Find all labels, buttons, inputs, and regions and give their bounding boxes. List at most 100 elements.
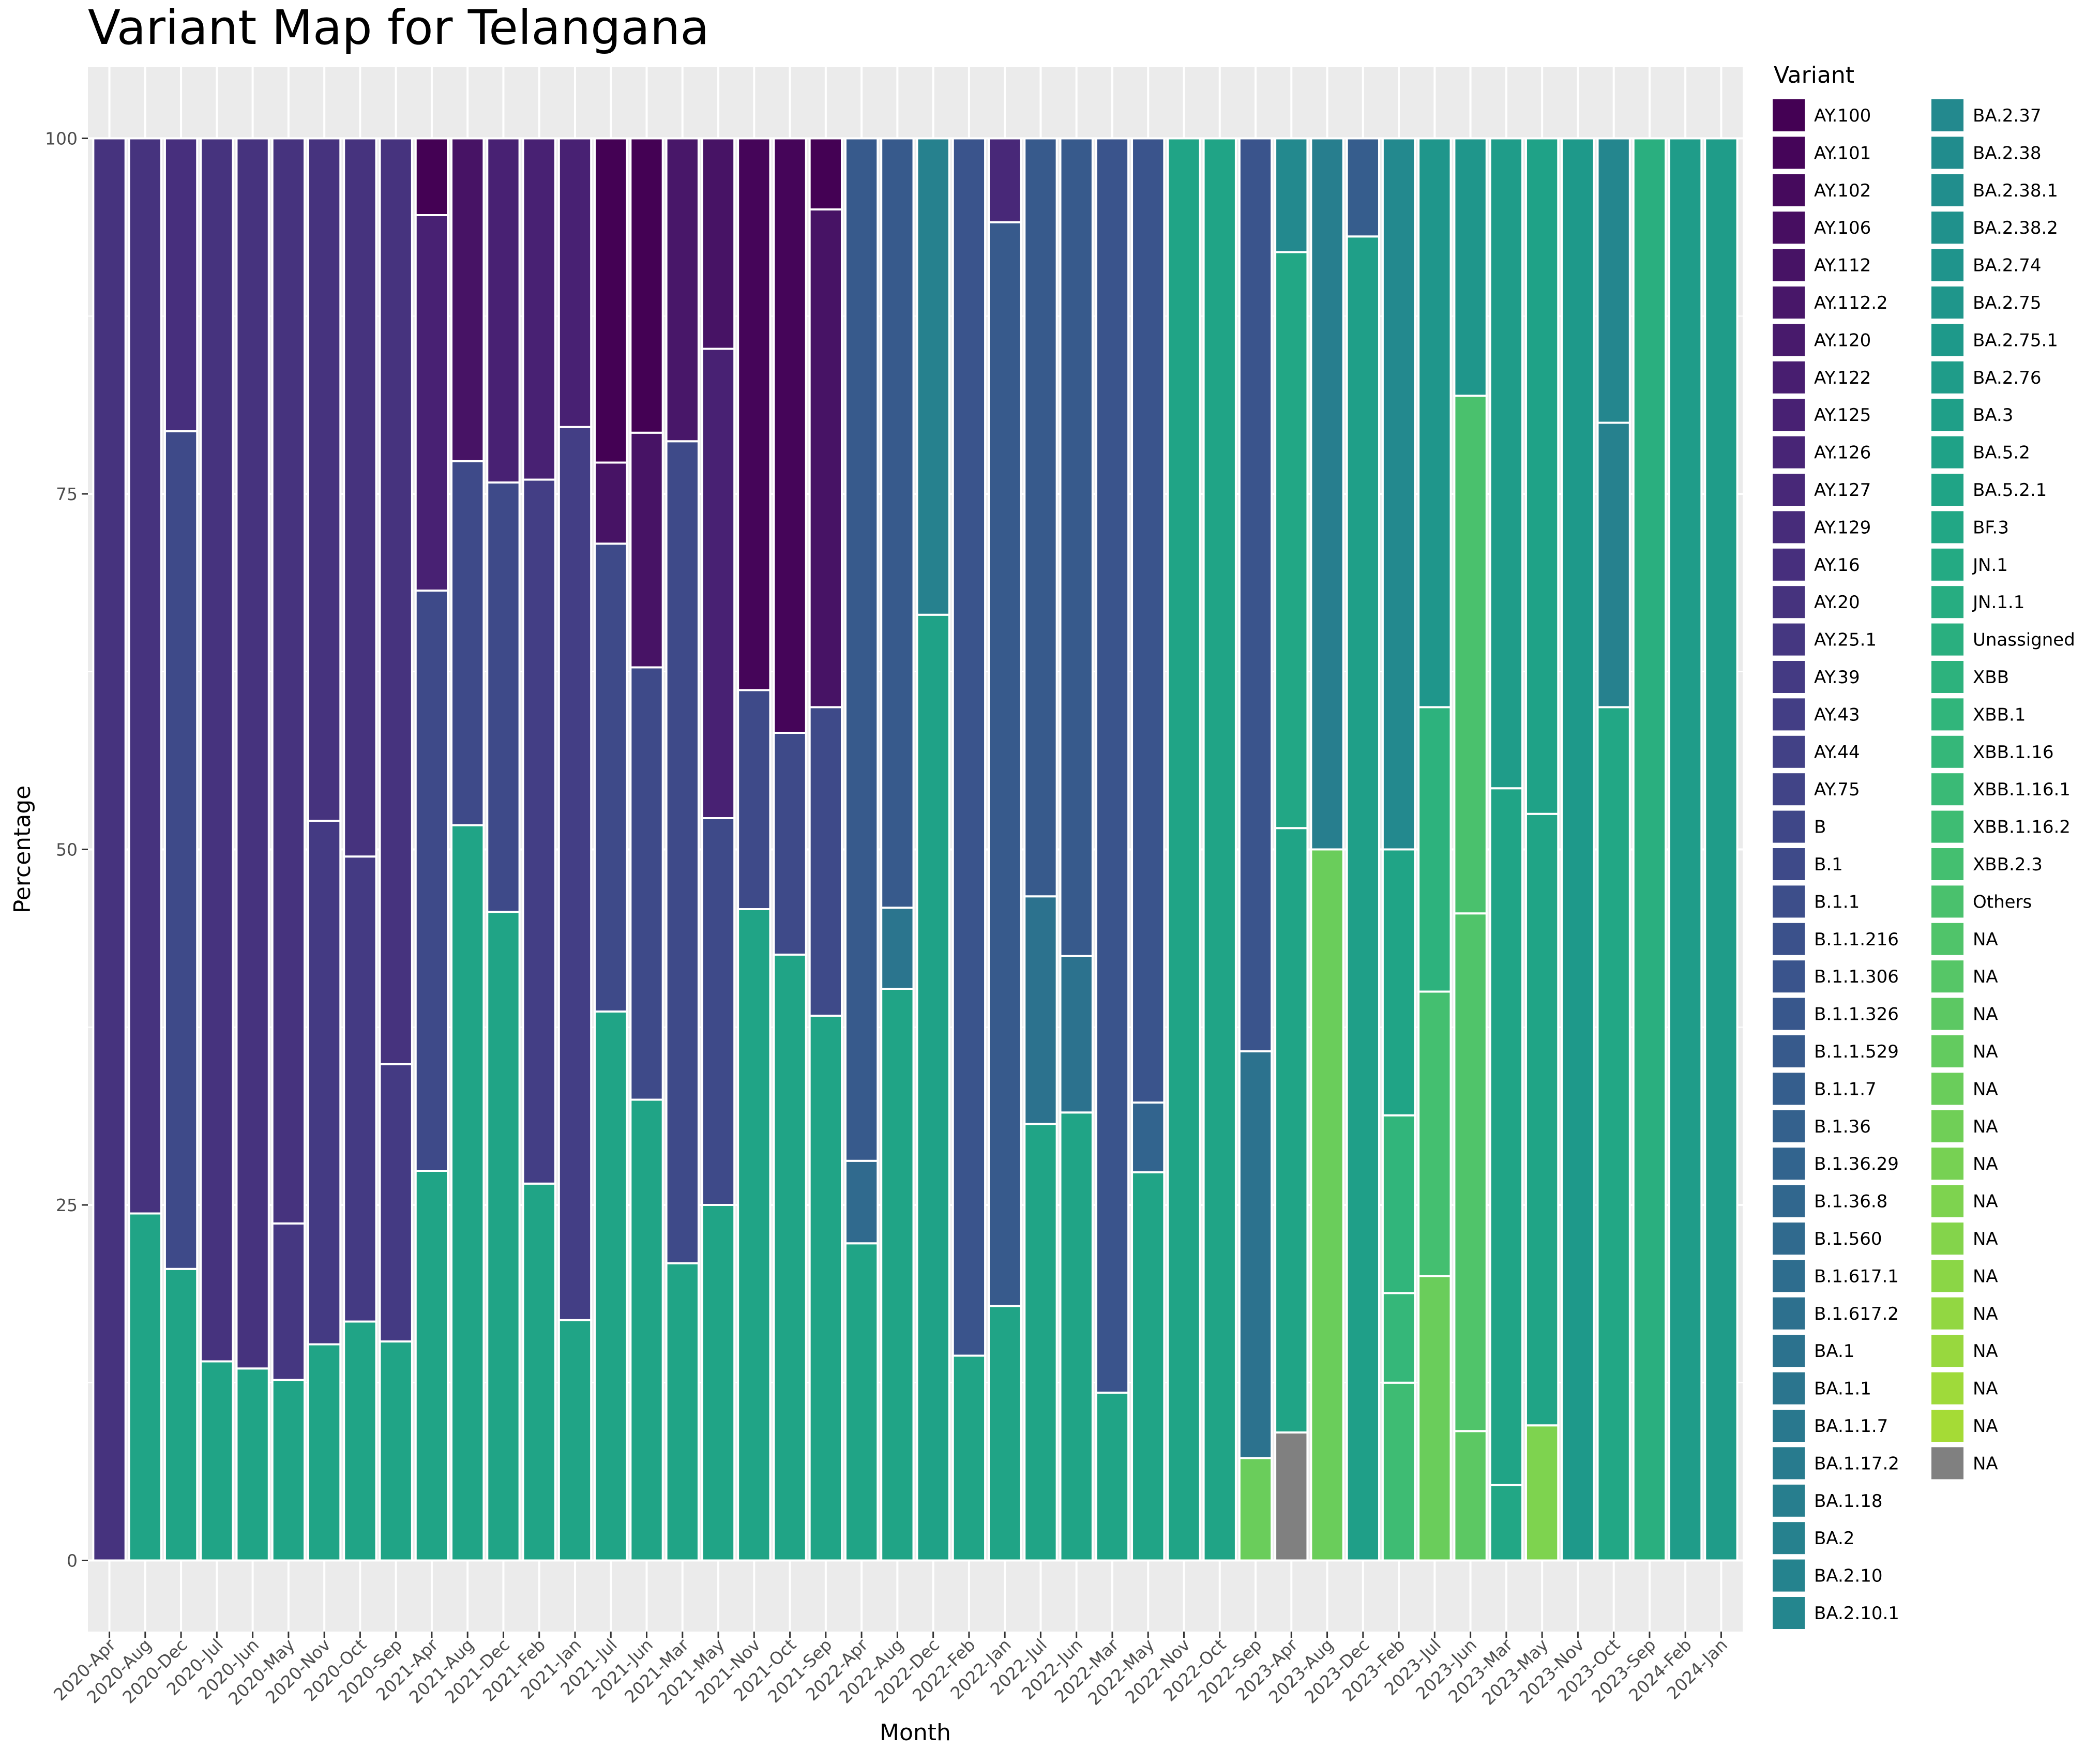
bar-segment bbox=[486, 481, 521, 913]
bar-segment bbox=[773, 954, 807, 1562]
legend-label: NA bbox=[1973, 1042, 1998, 1062]
legend-key bbox=[1931, 137, 1963, 169]
bar-segment bbox=[128, 137, 162, 1215]
legend-key bbox=[1931, 174, 1963, 206]
legend-key bbox=[1931, 99, 1963, 131]
bar-segment bbox=[163, 137, 199, 432]
bar-segment bbox=[450, 137, 485, 462]
bar-segment bbox=[1202, 137, 1237, 1562]
bar-segment bbox=[808, 208, 843, 708]
bar-segment bbox=[951, 137, 987, 1357]
legend-key bbox=[1931, 399, 1963, 431]
legend-label: B.1.36.29 bbox=[1814, 1154, 1899, 1174]
legend-label: NA bbox=[1973, 1266, 1998, 1287]
y-axis: 0 25 50 75 100 bbox=[45, 129, 88, 1571]
y-tick-label: 25 bbox=[56, 1195, 78, 1215]
legend-key bbox=[1773, 137, 1805, 169]
bar-segment bbox=[1524, 1424, 1560, 1562]
bar-segment bbox=[271, 1222, 306, 1381]
legend-label: B.1.617.1 bbox=[1814, 1266, 1899, 1287]
bar-segment bbox=[701, 1204, 736, 1562]
legend-label: BA.2.74 bbox=[1973, 255, 2042, 276]
bar-segment bbox=[987, 1305, 1022, 1562]
legend-label: BA.2.10.1 bbox=[1814, 1603, 1899, 1624]
bar-segment bbox=[343, 855, 377, 1323]
bar-segment bbox=[773, 137, 807, 734]
bar-segment bbox=[235, 137, 270, 1370]
bar-segment bbox=[1274, 827, 1309, 1434]
legend-key bbox=[1773, 661, 1805, 693]
bar-segment bbox=[629, 137, 664, 434]
bar-segment bbox=[808, 1015, 843, 1562]
legend-key bbox=[1931, 1447, 1963, 1480]
bar-segment bbox=[1381, 137, 1416, 851]
legend-key bbox=[1773, 324, 1805, 356]
legend-label: B.1.1.306 bbox=[1814, 967, 1899, 987]
legend-label: BA.2.76 bbox=[1973, 368, 2042, 388]
legend-label: AY.39 bbox=[1814, 667, 1860, 688]
bar-segment bbox=[1596, 421, 1631, 708]
bar-segment bbox=[737, 908, 772, 1562]
bar-segment bbox=[1023, 1123, 1058, 1562]
legend-label: BA.2.38.2 bbox=[1973, 218, 2058, 238]
legend-key bbox=[1931, 1073, 1963, 1105]
legend-key bbox=[1773, 773, 1805, 806]
legend-key bbox=[1773, 361, 1805, 394]
legend-key bbox=[1773, 399, 1805, 431]
bar-segment bbox=[773, 732, 807, 956]
bar-segment bbox=[1023, 895, 1058, 1125]
bar-segment bbox=[1417, 706, 1452, 993]
legend-label: NA bbox=[1973, 1191, 1998, 1212]
legend-label: BA.2 bbox=[1814, 1528, 1854, 1549]
legend-key bbox=[1773, 212, 1805, 244]
legend-label: NA bbox=[1973, 929, 1998, 950]
legend-key bbox=[1931, 1110, 1963, 1142]
legend-key bbox=[1931, 1372, 1963, 1405]
bar-segment bbox=[629, 666, 664, 1101]
legend: Variant AY.100 AY.101 AY.102 AY.106 AY.112 AY… bbox=[1773, 62, 2075, 1629]
legend-label: B.1.617.2 bbox=[1814, 1304, 1899, 1324]
bar-segment bbox=[1023, 137, 1058, 898]
legend-label: B.1.36.8 bbox=[1814, 1191, 1887, 1212]
legend-key bbox=[1773, 548, 1805, 581]
bar-segment bbox=[1274, 137, 1309, 253]
bar-segment bbox=[1131, 1102, 1166, 1173]
legend-key bbox=[1931, 361, 1963, 394]
legend-key bbox=[1931, 923, 1963, 955]
bar-segment bbox=[665, 1262, 700, 1562]
legend-label: NA bbox=[1973, 1341, 1998, 1362]
legend-label: B bbox=[1814, 817, 1826, 838]
bar-segment bbox=[486, 137, 521, 484]
y-tick-label: 50 bbox=[56, 840, 78, 860]
legend-key bbox=[1931, 998, 1963, 1030]
y-axis-title: Percentage bbox=[9, 786, 36, 914]
bar-segment bbox=[557, 137, 593, 428]
legend-key bbox=[1773, 1335, 1805, 1367]
bar-segment bbox=[522, 137, 556, 481]
legend-key bbox=[1773, 1260, 1805, 1292]
legend-key bbox=[1773, 1447, 1805, 1480]
bar-segment bbox=[1381, 1381, 1416, 1562]
bar-segment bbox=[844, 137, 879, 1162]
bar-segment bbox=[1095, 1392, 1130, 1562]
chart-title: Variant Map for Telangana bbox=[88, 0, 709, 55]
legend-label: AY.112.2 bbox=[1814, 293, 1888, 313]
legend-label: B.1.560 bbox=[1814, 1229, 1882, 1249]
legend-label: JN.1.1 bbox=[1972, 592, 2025, 613]
legend-key bbox=[1931, 586, 1963, 618]
legend-key bbox=[1931, 1260, 1963, 1292]
bar-segment bbox=[557, 1319, 593, 1562]
legend-key bbox=[1773, 174, 1805, 206]
bar-segment bbox=[271, 1379, 306, 1562]
legend-label: AY.44 bbox=[1814, 742, 1860, 763]
bar-segment bbox=[414, 590, 449, 1172]
legend-key bbox=[1931, 1335, 1963, 1367]
bar-segment bbox=[414, 214, 449, 592]
legend-key bbox=[1931, 548, 1963, 581]
y-tick-label: 0 bbox=[67, 1551, 78, 1571]
bar-segment bbox=[808, 137, 843, 210]
bar-segment bbox=[271, 137, 306, 1225]
bar-segment bbox=[1489, 137, 1524, 790]
bar-segment bbox=[379, 137, 413, 1065]
legend-label: AY.126 bbox=[1814, 443, 1871, 463]
